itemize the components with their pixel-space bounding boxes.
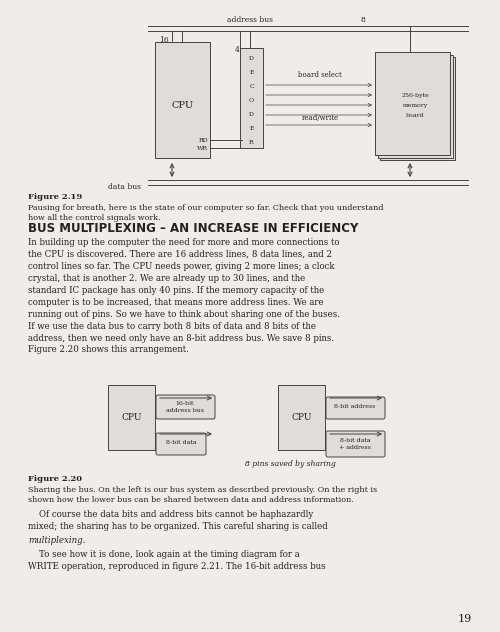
FancyBboxPatch shape [156,395,215,419]
Text: Figure 2.20: Figure 2.20 [28,475,82,483]
Bar [240,48,263,148]
Text: RD: RD [198,138,208,142]
Text: 8-bit data: 8-bit data [166,441,196,446]
Bar [108,385,155,450]
Text: address bus: address bus [227,16,273,24]
Bar [380,57,455,160]
Text: D: D [249,111,254,116]
Text: 4: 4 [234,46,240,54]
Text: CPU: CPU [291,413,312,422]
Text: 19: 19 [458,614,472,624]
FancyBboxPatch shape [156,433,206,455]
Text: R: R [249,140,254,145]
Text: CPU: CPU [172,100,194,109]
Text: 16: 16 [159,36,169,44]
Text: 256-byte: 256-byte [402,93,429,98]
Text: multiplexing.: multiplexing. [28,536,86,545]
Text: 8 pins saved by sharing: 8 pins saved by sharing [244,460,336,468]
Text: In building up the computer the need for more and more connections to
the CPU is: In building up the computer the need for… [28,238,340,355]
Bar [375,52,450,155]
Bar [155,42,210,158]
Text: read/write: read/write [302,114,339,122]
Text: 8-bit address: 8-bit address [334,404,376,410]
Text: CPU: CPU [121,413,142,422]
Text: 8-bit data
+ address: 8-bit data + address [339,439,371,449]
Text: Figure 2.19: Figure 2.19 [28,193,82,201]
Text: Sharing the bus. On the left is our bus system as described previously. On the r: Sharing the bus. On the left is our bus … [28,486,377,504]
Text: D: D [249,56,254,61]
Text: To see how it is done, look again at the timing diagram for a
WRITE operation, r: To see how it is done, look again at the… [28,550,326,571]
Bar [278,385,325,450]
Text: C: C [249,83,254,88]
Text: board select: board select [298,71,342,79]
Text: E: E [249,126,254,130]
Text: 8: 8 [360,16,366,24]
Text: board: board [406,113,425,118]
Text: O: O [249,97,254,102]
Text: WR: WR [197,145,208,150]
Text: BUS MULTIPLEXING – AN INCREASE IN EFFICIENCY: BUS MULTIPLEXING – AN INCREASE IN EFFICI… [28,222,358,235]
Text: Of course the data bits and address bits cannot be haphazardly
mixed; the sharin: Of course the data bits and address bits… [28,510,328,531]
Text: data bus: data bus [108,183,142,191]
Text: 16-bit
address bus: 16-bit address bus [166,401,204,413]
Text: E: E [249,70,254,75]
Text: memory: memory [403,103,428,108]
FancyBboxPatch shape [326,431,385,457]
FancyBboxPatch shape [326,397,385,419]
Text: Pausing for breath, here is the state of our computer so far. Check that you und: Pausing for breath, here is the state of… [28,204,384,222]
Bar [378,55,453,158]
